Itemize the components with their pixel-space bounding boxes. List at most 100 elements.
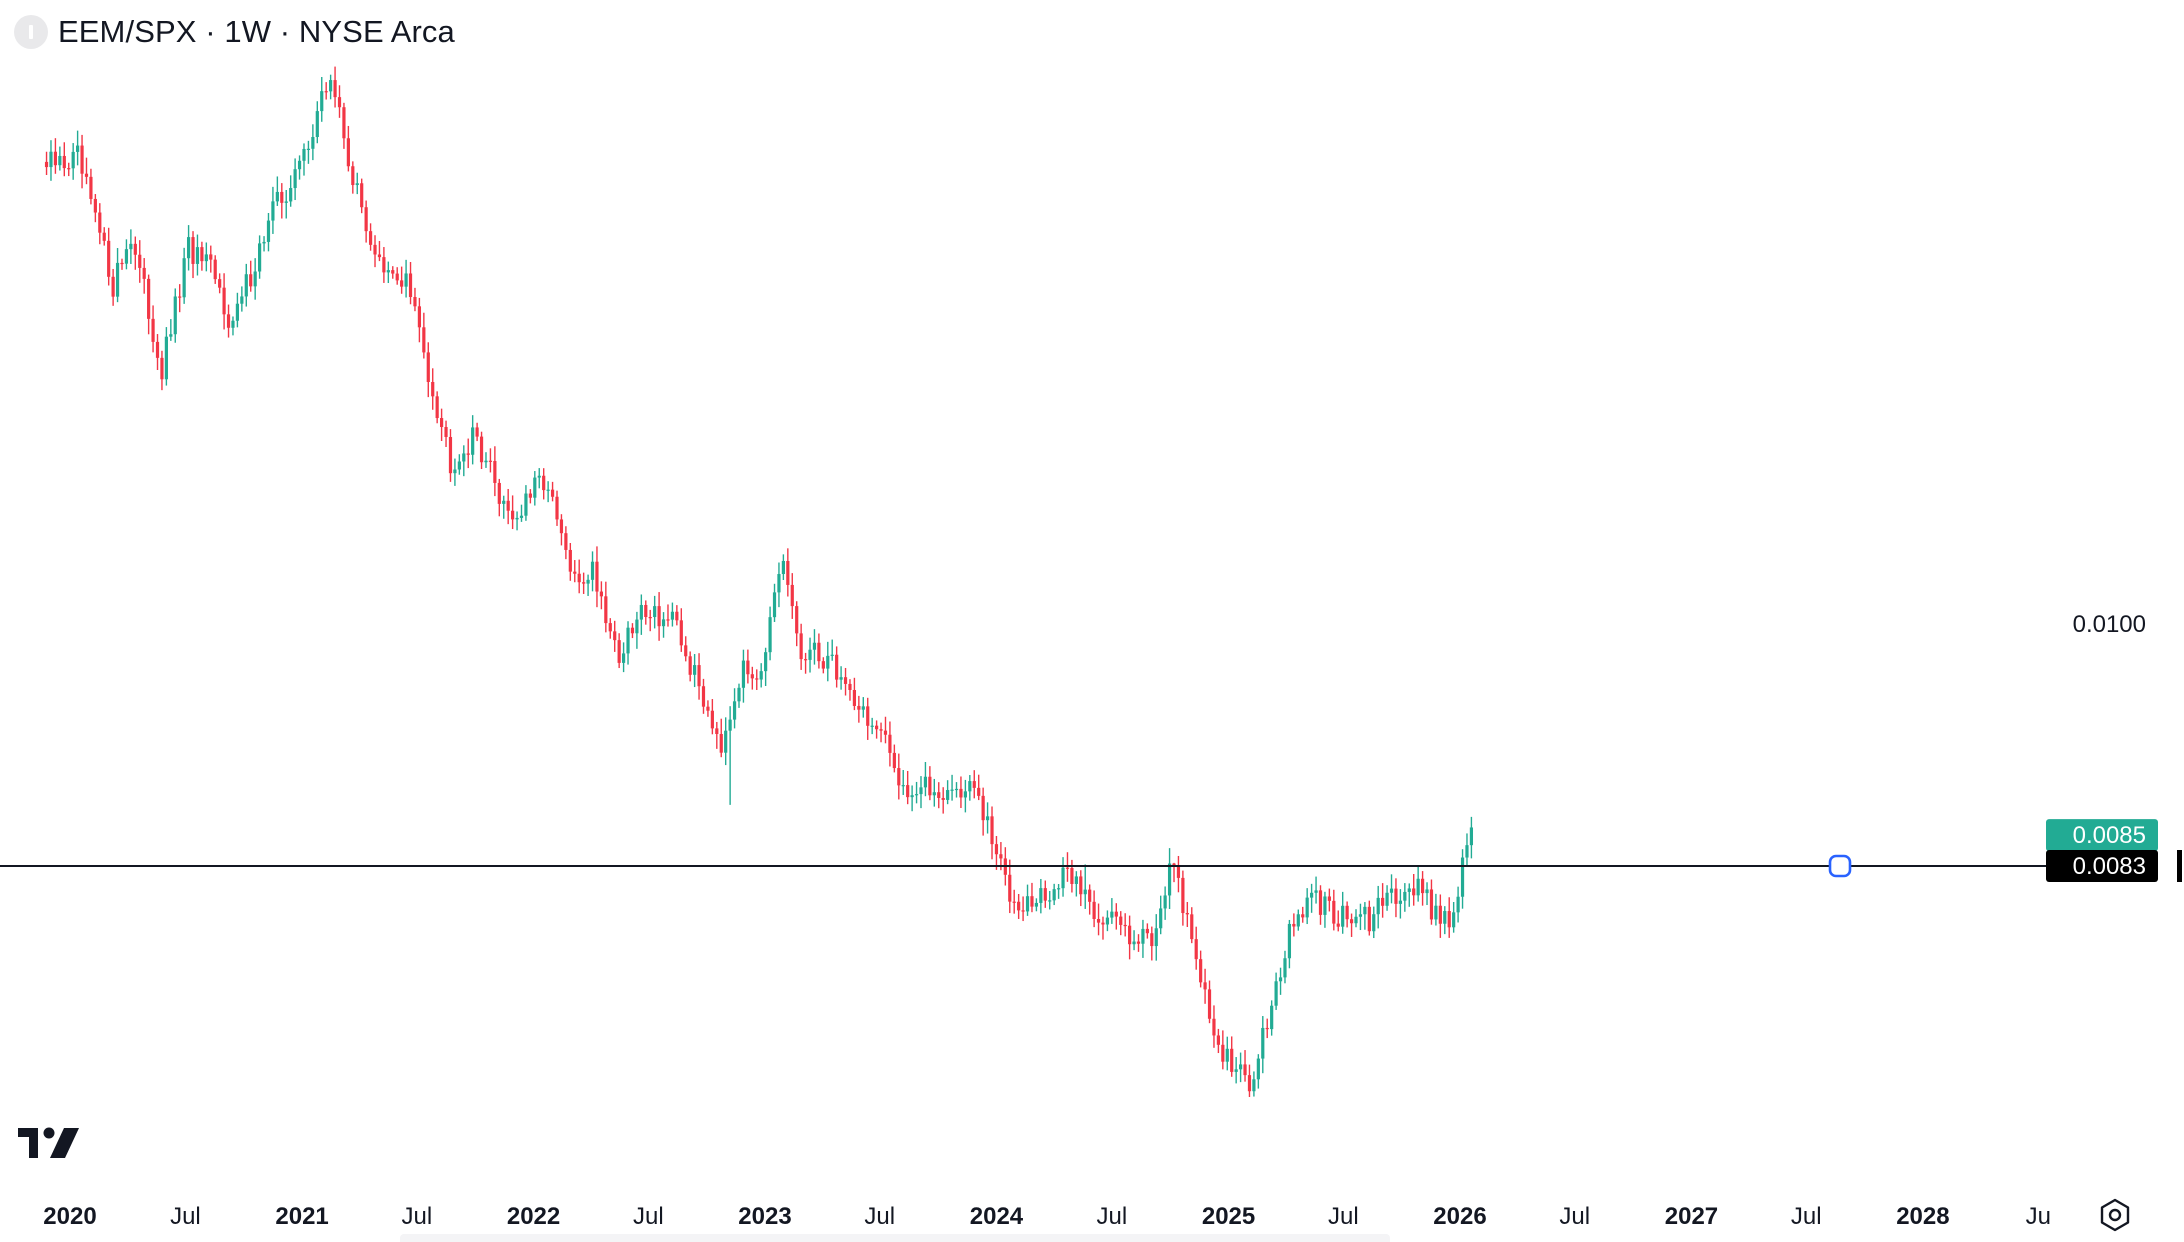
candle [732,688,737,729]
candle [870,717,874,735]
candle [977,774,981,801]
candle [124,239,129,270]
candle [679,608,683,652]
price-axis[interactable]: 0.0100 0.0085 0.0083 [2046,611,2182,882]
time-axis-label: Jul [1097,1203,1128,1230]
time-axis-label: Jul [170,1203,201,1230]
candle [395,267,399,285]
candle [648,609,652,632]
time-axis[interactable]: 2020 Jul 2021 Jul 2022 Jul 2023 Jul 2024 Jul 2025 J… [43,1203,2051,1230]
svg-text:0.0085: 0.0085 [2073,822,2146,849]
candle [741,649,746,703]
candle [1358,903,1363,931]
candle [1265,1018,1269,1039]
candle [1310,883,1314,913]
symbol-badge-icon[interactable] [14,15,48,49]
candle [1216,1028,1220,1054]
candle [1429,879,1434,925]
candle [684,636,688,662]
candle [435,391,439,424]
time-axis-label: 2021 [275,1203,328,1230]
candle [582,572,586,594]
candle [653,595,657,629]
time-axis-label: Jul [864,1203,895,1230]
candle [391,266,395,279]
candle [368,223,373,251]
candle [351,161,355,194]
candle [954,782,959,798]
candle [1469,816,1474,859]
settings-gear-icon[interactable] [2096,1196,2134,1234]
candle [706,700,710,717]
candle [360,178,364,214]
candle [93,194,97,223]
candle [759,663,763,688]
candle [1305,888,1309,925]
candle [941,787,945,814]
candle [182,247,186,304]
candle [1136,934,1141,952]
candle [275,176,279,206]
candle [786,548,790,597]
candle [857,695,861,723]
candle [546,481,550,503]
candle [1345,901,1349,928]
candle [728,706,732,805]
candle [595,546,599,608]
candle [1012,889,1016,914]
candle [1203,968,1207,1004]
horizontal-line-price-label[interactable]: 0.0083 [2046,850,2158,882]
candle [666,604,670,627]
candle [1407,883,1411,907]
candle [524,485,528,521]
candle [1021,896,1025,922]
candle [488,448,493,473]
candle [910,785,914,812]
candle [1048,890,1052,910]
candle [790,573,794,619]
line-handle[interactable] [1828,854,1852,878]
candle [772,583,777,622]
candle [994,836,999,870]
candle [1341,891,1345,934]
candle [1243,1050,1247,1082]
candle [1425,882,1429,906]
candle [329,74,333,100]
candle [297,155,302,180]
candle [701,678,706,714]
candle [258,235,262,279]
candle [280,183,284,219]
candle [1332,889,1336,931]
tradingview-logo-icon[interactable] [18,1126,82,1160]
candle [235,292,240,328]
candle [155,334,160,371]
time-axis-label: Jul [402,1203,433,1230]
candle [231,316,235,336]
candle [1452,902,1456,933]
candle [1123,913,1127,937]
candle [462,445,466,477]
candle [1061,857,1065,897]
candle [271,186,275,234]
candle [1465,833,1469,868]
candle [1327,888,1331,912]
candle [1083,864,1087,909]
candle [71,143,75,180]
candle [151,305,155,353]
candle [511,495,515,530]
candle [852,677,857,711]
time-axis-label: 2020 [43,1203,96,1230]
candle [1070,859,1074,893]
candle [724,717,728,766]
candle [1385,885,1389,911]
candle [542,468,546,500]
candle [1349,913,1354,937]
candle [1274,972,1278,1010]
candle [107,227,111,286]
candle [599,581,603,610]
candle [1088,884,1092,915]
candle [688,651,692,682]
candle [537,468,541,489]
candle [963,779,967,813]
